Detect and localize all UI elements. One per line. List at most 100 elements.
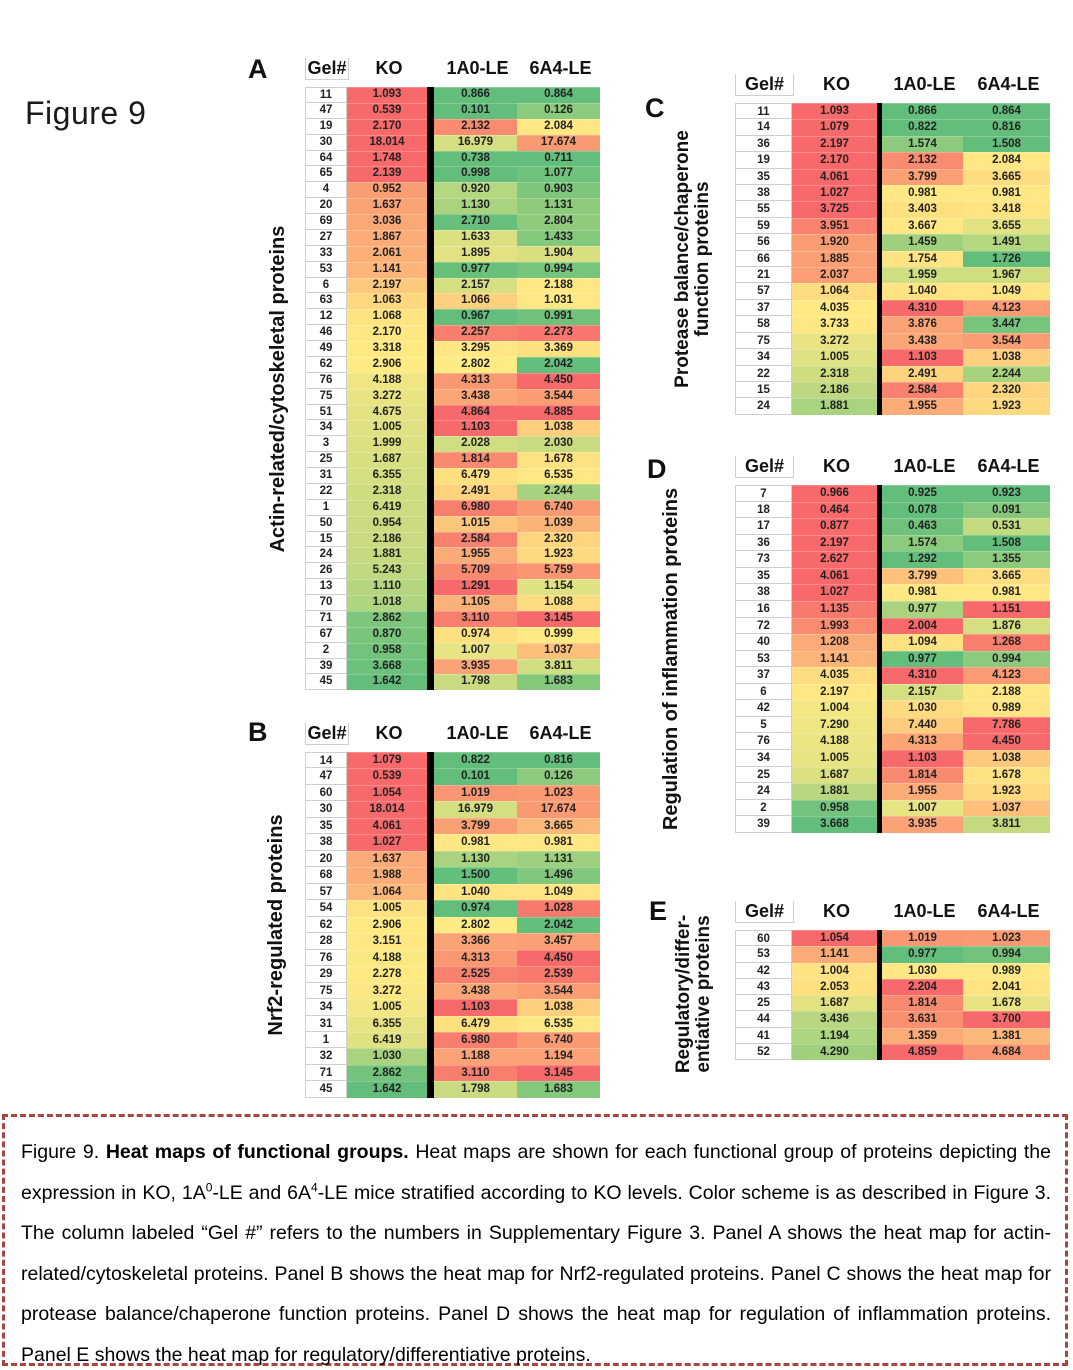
value-cell-1a0-le: 3.799: [882, 168, 963, 186]
panel-b-column-headers: Gel# KO 1A0-LE 6A4-LE: [305, 723, 602, 745]
ko-value-cell: 0.952: [347, 182, 427, 199]
value-cell-6a4-le: 1.268: [963, 634, 1050, 651]
ko-value-cell: 1.637: [347, 198, 427, 214]
value-cell-1a0-le: 1.103: [434, 999, 517, 1016]
ko-value-cell: 1.141: [792, 650, 877, 668]
value-cell-1a0-le: 1.959: [882, 267, 963, 284]
value-cell-6a4-le: 17.674: [517, 134, 600, 151]
value-cell-1a0-le: 1.798: [434, 1081, 517, 1098]
panel-e-side-label: Regulatory/differ-entiative proteins: [673, 915, 714, 1073]
gel-number-cell: 24: [735, 783, 792, 800]
ko-treatment-divider: [877, 381, 882, 399]
value-cell-6a4-le: 1.077: [517, 166, 600, 183]
ko-treatment-divider: [427, 626, 434, 643]
value-cell-6a4-le: 1.039: [517, 515, 600, 532]
ko-value-cell: 1.004: [792, 962, 877, 979]
gel-number-cell: 49: [305, 341, 347, 357]
heatmap-row: 52 4.290 4.859 4.684: [735, 1044, 1050, 1061]
ko-value-cell: 1.005: [792, 349, 877, 366]
value-cell-1a0-le: 0.967: [434, 309, 517, 326]
ko-treatment-divider: [427, 768, 434, 785]
value-cell-6a4-le: 7.786: [963, 716, 1050, 734]
ko-value-cell: 1.005: [347, 999, 427, 1016]
gel-number-cell: 31: [305, 468, 347, 484]
ko-value-cell: 0.958: [347, 642, 427, 659]
ko-treatment-divider: [427, 966, 434, 983]
ko-treatment-divider: [427, 784, 434, 802]
gel-number-cell: 57: [305, 883, 347, 901]
heatmap-row: 16 1.135 0.977 1.151: [735, 600, 1050, 618]
value-cell-1a0-le: 0.866: [882, 103, 963, 120]
ko-treatment-divider: [427, 579, 434, 595]
heatmap-row: 75 3.272 3.438 3.544: [305, 982, 600, 1000]
gel-number-cell: 3: [305, 436, 347, 453]
ko-value-cell: 0.877: [792, 518, 877, 535]
gel-number-cell: 11: [305, 87, 347, 103]
value-cell-6a4-le: 2.084: [517, 118, 600, 135]
value-cell-1a0-le: 0.977: [882, 946, 963, 963]
value-cell-6a4-le: 6.740: [517, 499, 600, 516]
ko-value-cell: 2.170: [347, 118, 427, 135]
ko-treatment-divider: [427, 834, 434, 851]
value-cell-1a0-le: 2.802: [434, 916, 517, 934]
value-cell-6a4-le: 0.994: [517, 261, 600, 278]
ko-value-cell: 1.208: [792, 634, 877, 651]
value-cell-1a0-le: 1.103: [882, 349, 963, 366]
value-cell-6a4-le: 1.151: [963, 600, 1050, 618]
ko-value-cell: 2.053: [792, 978, 877, 996]
gel-number-cell: 15: [305, 531, 347, 548]
gel-number-cell: 33: [305, 245, 347, 262]
ko-treatment-divider: [877, 103, 882, 120]
value-cell-1a0-le: 1.359: [882, 1027, 963, 1045]
gel-number-cell: 47: [305, 102, 347, 119]
gel-number-cell: 12: [305, 309, 347, 326]
ko-treatment-divider: [877, 119, 882, 136]
col-header-1a0-le: 1A0-LE: [893, 901, 956, 921]
value-cell-1a0-le: 0.078: [882, 501, 963, 519]
value-cell-1a0-le: 6.980: [434, 1031, 517, 1049]
ko-value-cell: 2.278: [347, 966, 427, 983]
value-cell-6a4-le: 1.023: [517, 784, 600, 802]
ko-value-cell: 1.988: [347, 867, 427, 884]
value-cell-6a4-le: 1.038: [963, 349, 1050, 366]
gel-number-cell: 64: [305, 150, 347, 167]
heatmap-row: 38 1.027 0.981 0.981: [735, 584, 1050, 601]
gel-number-cell: 37: [735, 667, 792, 684]
gel-number-cell: 36: [735, 534, 792, 552]
value-cell-6a4-le: 2.539: [517, 966, 600, 983]
ko-treatment-divider: [877, 135, 882, 153]
ko-treatment-divider: [877, 534, 882, 552]
ko-value-cell: 1.867: [347, 229, 427, 246]
value-cell-1a0-le: 4.313: [434, 949, 517, 967]
gel-number-cell: 62: [305, 356, 347, 373]
col-header-gel: Gel#: [305, 723, 349, 745]
value-cell-1a0-le: 3.110: [434, 610, 517, 627]
gel-number-cell: 59: [735, 217, 792, 235]
value-cell-6a4-le: 4.123: [963, 299, 1050, 317]
ko-treatment-divider: [877, 551, 882, 568]
heatmap-row: 12 1.068 0.967 0.991: [305, 309, 600, 326]
value-cell-1a0-le: 3.876: [882, 316, 963, 333]
heatmap-row: 45 1.642 1.798 1.683: [305, 674, 600, 691]
value-cell-1a0-le: 1.955: [434, 547, 517, 564]
value-cell-1a0-le: 0.822: [882, 119, 963, 136]
panel-a-heatmap: 11 1.093 0.866 0.864 47 0.539 0.101 0.126 19 2.17…: [305, 87, 600, 691]
gel-number-cell: 53: [735, 946, 792, 963]
value-cell-6a4-le: 1.031: [517, 293, 600, 310]
ko-treatment-divider: [877, 168, 882, 186]
value-cell-6a4-le: 3.457: [517, 933, 600, 950]
heatmap-row: 20 1.637 1.130 1.131: [305, 850, 600, 868]
ko-value-cell: 1.141: [792, 946, 877, 963]
ko-treatment-divider: [427, 356, 434, 373]
gel-number-cell: 19: [305, 118, 347, 135]
value-cell-1a0-le: 3.799: [882, 567, 963, 585]
ko-value-cell: 1.881: [792, 398, 877, 415]
value-cell-1a0-le: 1.015: [434, 515, 517, 532]
ko-value-cell: 2.139: [347, 166, 427, 183]
ko-treatment-divider: [427, 468, 434, 484]
value-cell-1a0-le: 0.977: [882, 650, 963, 668]
ko-treatment-divider: [877, 299, 882, 317]
value-cell-6a4-le: 0.994: [963, 946, 1050, 963]
value-cell-6a4-le: 2.273: [517, 325, 600, 341]
ko-value-cell: 3.036: [347, 214, 427, 230]
